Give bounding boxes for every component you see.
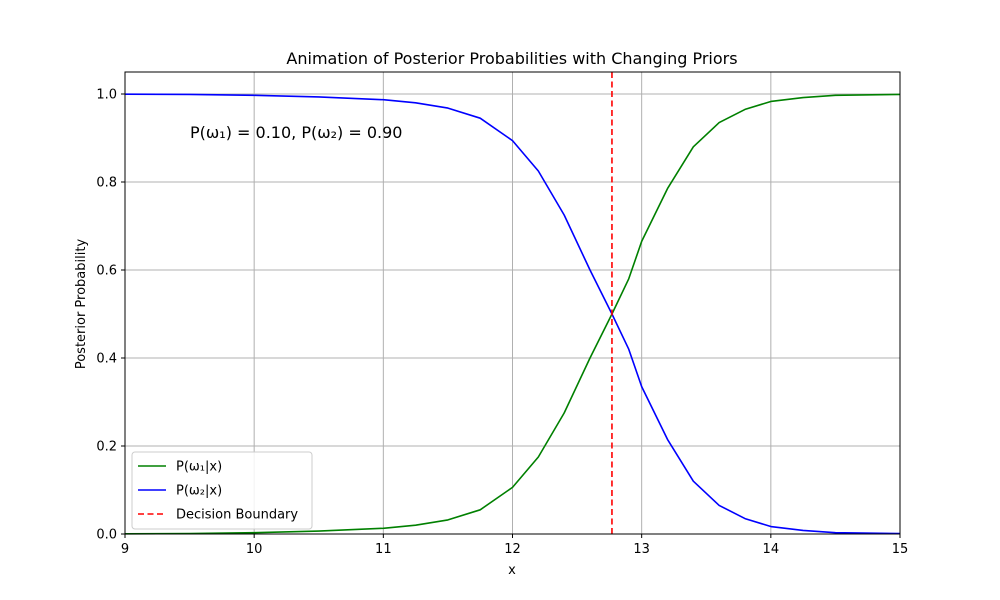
ticks: 9 10 11 12 13 14 15 0.0 0.2 0.4 0.6 0.8 1.0 <box>96 88 908 558</box>
x-tick-label: 12 <box>504 542 521 557</box>
plot-area <box>124 72 901 535</box>
x-tick-label: 14 <box>763 542 780 557</box>
x-tick-label: 9 <box>121 542 129 557</box>
y-tick-label: 0.8 <box>96 176 117 191</box>
series-line-2 <box>124 93 901 535</box>
y-tick-label: 1.0 <box>96 88 117 103</box>
grid <box>124 72 901 535</box>
y-axis-label: Posterior Probability <box>74 239 89 370</box>
y-tick-label: 0.0 <box>96 528 117 543</box>
y-tick-label: 0.6 <box>96 264 117 279</box>
y-tick-label: 0.4 <box>96 352 117 367</box>
prior-annotation: P(ω₁) = 0.10, P(ω₂) = 0.90 <box>190 123 402 142</box>
legend-label: P(ω₂|x) <box>176 484 222 499</box>
x-tick-label: 13 <box>633 542 650 557</box>
legend-box <box>131 451 313 530</box>
legend-label: P(ω₁|x) <box>176 460 222 475</box>
legend-label: Decision Boundary <box>176 508 298 523</box>
x-tick-label: 11 <box>375 542 392 557</box>
x-axis-label: x <box>508 563 516 578</box>
legend: P(ω₁|x) P(ω₂|x) Decision Boundary <box>131 451 313 530</box>
chart-title: Animation of Posterior Probabilities wit… <box>286 49 737 68</box>
series-line-1 <box>124 93 901 535</box>
y-tick-label: 0.2 <box>96 440 117 455</box>
x-tick-label: 10 <box>246 542 263 557</box>
x-tick-label: 15 <box>892 542 909 557</box>
